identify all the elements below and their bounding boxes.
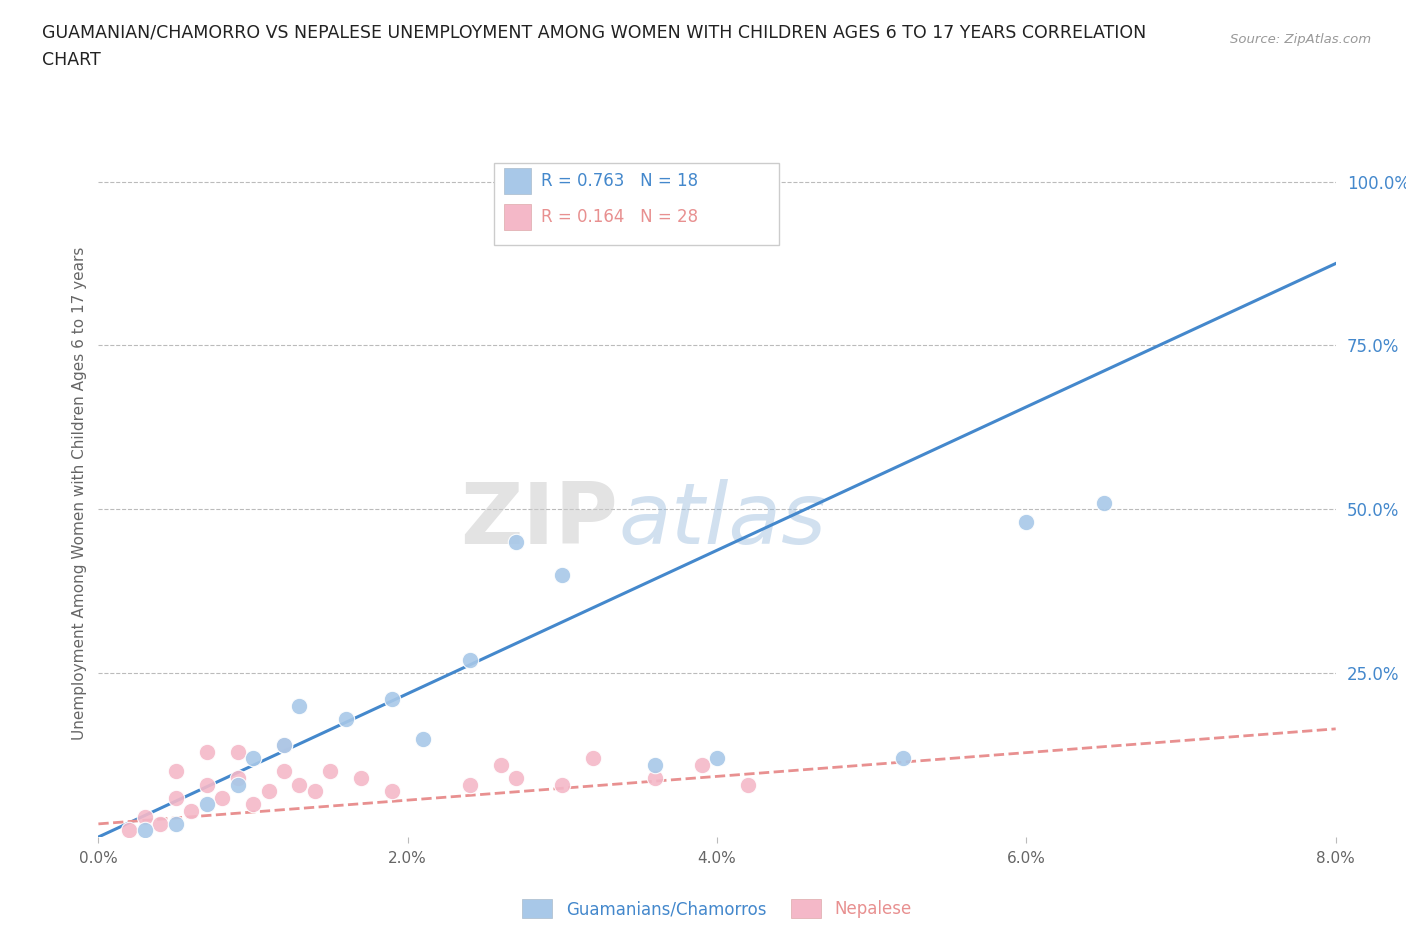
Point (180, 804, 202, 818)
Point (165, 790, 187, 805)
Point (1015, 515, 1038, 530)
Point (381, 784, 404, 799)
Point (582, 751, 605, 765)
Point (149, 817, 172, 831)
Point (381, 692, 404, 707)
Point (505, 535, 527, 550)
Point (165, 764, 187, 779)
Point (412, 731, 434, 746)
Point (551, 567, 574, 582)
Point (134, 823, 156, 838)
Text: R = 0.164   N = 28: R = 0.164 N = 28 (541, 208, 699, 226)
Point (134, 810, 156, 825)
Point (242, 797, 264, 812)
Point (165, 817, 187, 831)
Point (257, 784, 280, 799)
Point (505, 771, 527, 786)
Point (1092, 496, 1115, 511)
Point (226, 771, 249, 786)
Point (458, 653, 481, 668)
Point (458, 777, 481, 792)
Point (273, 764, 295, 779)
Point (644, 771, 666, 786)
Point (489, 757, 512, 772)
Point (211, 790, 233, 805)
Point (273, 737, 295, 752)
Point (195, 777, 218, 792)
Point (644, 757, 666, 772)
Point (226, 777, 249, 792)
Point (891, 751, 914, 765)
Point (304, 784, 326, 799)
Point (288, 777, 311, 792)
Point (195, 744, 218, 759)
Point (242, 751, 264, 765)
Point (288, 698, 311, 713)
Text: R = 0.763   N = 18: R = 0.763 N = 18 (541, 172, 699, 190)
Text: GUAMANIAN/CHAMORRO VS NEPALESE UNEMPLOYMENT AMONG WOMEN WITH CHILDREN AGES 6 TO : GUAMANIAN/CHAMORRO VS NEPALESE UNEMPLOYM… (42, 23, 1146, 41)
FancyBboxPatch shape (505, 204, 531, 231)
Legend: Guamanians/Chamorros, Nepalese: Guamanians/Chamorros, Nepalese (516, 893, 918, 925)
Text: Source: ZipAtlas.com: Source: ZipAtlas.com (1230, 33, 1371, 46)
Point (273, 737, 295, 752)
Point (195, 797, 218, 812)
Point (226, 744, 249, 759)
Y-axis label: Unemployment Among Women with Children Ages 6 to 17 years: Unemployment Among Women with Children A… (72, 246, 87, 739)
Text: ZIP: ZIP (460, 479, 619, 562)
Point (690, 757, 713, 772)
FancyBboxPatch shape (505, 167, 531, 194)
Point (737, 777, 759, 792)
Point (319, 764, 342, 779)
Text: CHART: CHART (42, 51, 101, 69)
Point (551, 777, 574, 792)
Point (706, 751, 728, 765)
Text: atlas: atlas (619, 479, 827, 562)
Point (335, 711, 357, 726)
Point (118, 823, 141, 838)
FancyBboxPatch shape (495, 163, 779, 246)
Point (350, 771, 373, 786)
